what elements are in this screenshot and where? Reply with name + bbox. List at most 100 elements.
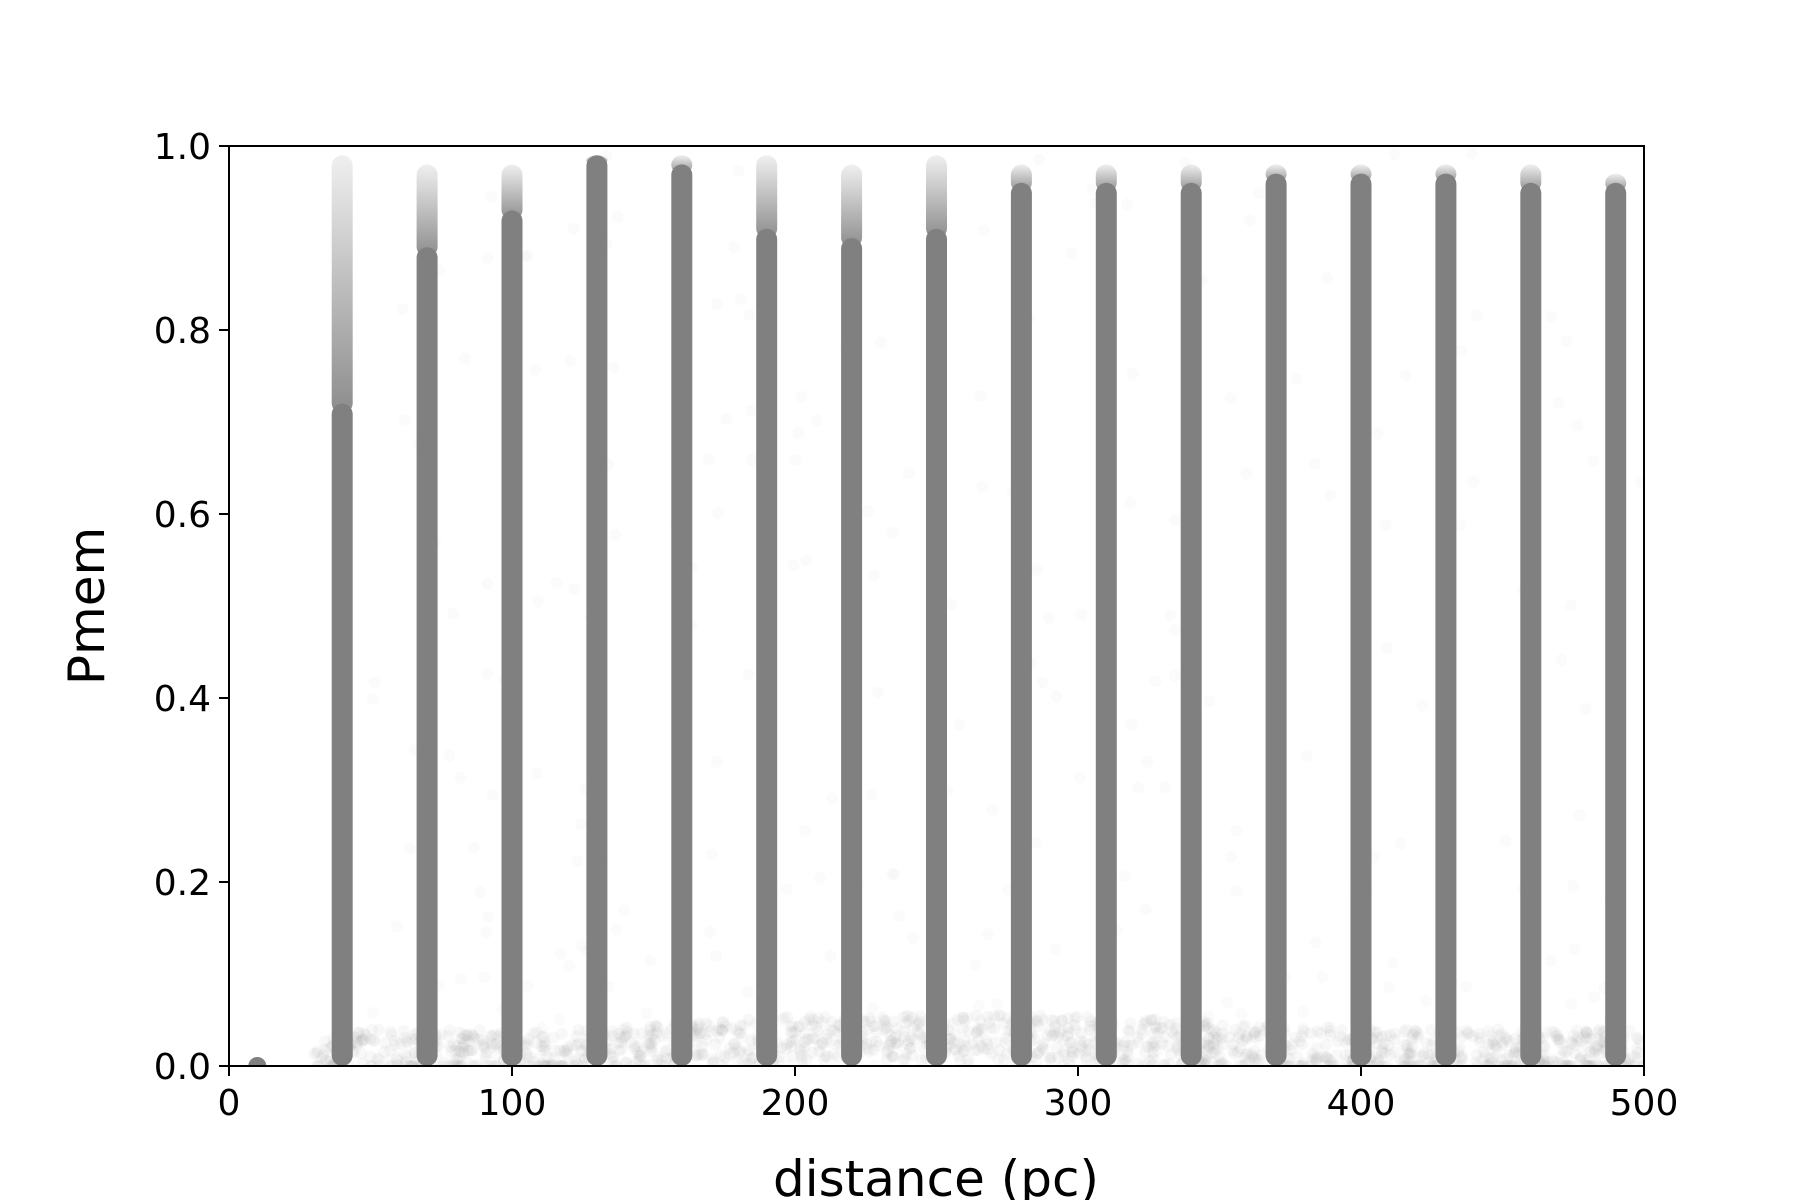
background-point	[806, 1019, 819, 1032]
background-point	[1255, 1048, 1268, 1061]
background-point	[958, 1014, 971, 1027]
background-point	[352, 1026, 365, 1039]
background-point	[888, 1032, 901, 1044]
background-point	[549, 1044, 561, 1057]
background-point	[456, 1041, 469, 1053]
background-point	[1043, 612, 1055, 624]
background-point	[570, 1030, 583, 1043]
background-point	[993, 1044, 1006, 1057]
background-point	[366, 1023, 378, 1036]
background-point	[816, 1015, 829, 1028]
x-tick-label: 0	[218, 1083, 241, 1124]
background-point	[1308, 1050, 1321, 1063]
background-point	[468, 842, 480, 854]
background-point	[606, 1029, 619, 1042]
background-point	[1568, 1046, 1581, 1059]
background-point	[1493, 1060, 1506, 1066]
background-point	[982, 928, 994, 940]
background-point	[457, 1046, 470, 1058]
background-point	[907, 1021, 920, 1034]
background-point	[1169, 670, 1181, 682]
background-point	[1284, 1060, 1296, 1066]
background-point	[711, 298, 723, 310]
background-point	[538, 1044, 551, 1056]
background-point	[1580, 1027, 1593, 1039]
background-point	[1080, 1053, 1093, 1066]
x-axis-ticks: 0 100 200 300 400 500	[218, 1066, 1678, 1124]
y-tick-label: 0.0	[154, 1047, 211, 1088]
background-point	[1376, 1030, 1388, 1043]
background-point	[1226, 1044, 1239, 1057]
background-point	[1248, 1027, 1260, 1040]
background-point	[1545, 311, 1557, 323]
background-point	[351, 1038, 364, 1051]
background-point	[906, 1011, 919, 1024]
background-point	[1247, 1052, 1259, 1064]
background-point	[364, 1032, 377, 1045]
background-point	[449, 1044, 462, 1057]
background-point	[831, 1050, 844, 1063]
background-point	[480, 1046, 493, 1059]
background-point	[1565, 1035, 1578, 1048]
background-point	[1119, 870, 1131, 882]
background-point	[620, 1057, 632, 1066]
background-point	[1572, 1031, 1585, 1044]
background-point	[364, 1050, 377, 1063]
background-point	[1406, 1060, 1419, 1066]
background-point	[1152, 1026, 1165, 1039]
background-point	[571, 1058, 584, 1066]
background-point	[554, 1044, 567, 1057]
background-point	[358, 1033, 371, 1046]
background-point	[324, 1060, 336, 1066]
y-axis-label: Pmem	[58, 527, 116, 685]
background-point	[1324, 1028, 1337, 1041]
background-point	[875, 337, 887, 349]
background-point	[1545, 955, 1557, 967]
background-point	[1405, 1049, 1417, 1062]
background-point	[978, 225, 990, 237]
background-point	[1540, 1027, 1552, 1039]
background-point	[1286, 1038, 1299, 1051]
background-point	[644, 1024, 657, 1037]
background-point	[890, 1029, 903, 1042]
background-point	[703, 453, 715, 465]
background-point	[1548, 1026, 1561, 1039]
background-point	[743, 309, 755, 321]
background-point	[1574, 1053, 1587, 1066]
background-point	[1395, 838, 1407, 850]
background-point	[1047, 1029, 1060, 1042]
background-point	[1030, 1014, 1042, 1027]
background-point	[522, 980, 534, 992]
background-point	[389, 1039, 402, 1052]
background-point	[902, 1009, 914, 1022]
background-point	[565, 355, 577, 367]
background-point	[1332, 1035, 1344, 1048]
background-point	[983, 1016, 996, 1029]
background-point	[713, 1031, 726, 1044]
background-point	[1509, 1042, 1522, 1055]
background-point	[1324, 1021, 1336, 1033]
background-point	[645, 1031, 658, 1044]
background-point	[992, 1053, 1005, 1066]
background-point	[575, 818, 587, 830]
background-point	[991, 998, 1003, 1010]
background-point	[1425, 1060, 1438, 1066]
background-point	[1382, 1039, 1395, 1052]
background-point	[609, 1060, 622, 1066]
background-point	[821, 1050, 834, 1063]
background-point	[880, 1046, 893, 1059]
background-point	[696, 1039, 709, 1052]
background-point	[1149, 1021, 1161, 1034]
background-point	[1398, 1052, 1411, 1065]
background-point	[1485, 1029, 1497, 1042]
background-point	[915, 1053, 928, 1066]
background-point	[1248, 1025, 1261, 1038]
y-tick-label: 0.4	[154, 679, 211, 720]
background-point	[400, 1035, 413, 1048]
background-point	[1415, 1051, 1428, 1064]
background-point	[946, 1017, 959, 1029]
background-point	[1206, 1025, 1219, 1038]
background-point	[454, 1045, 467, 1057]
background-point	[1201, 1031, 1214, 1044]
background-point	[971, 1044, 984, 1056]
